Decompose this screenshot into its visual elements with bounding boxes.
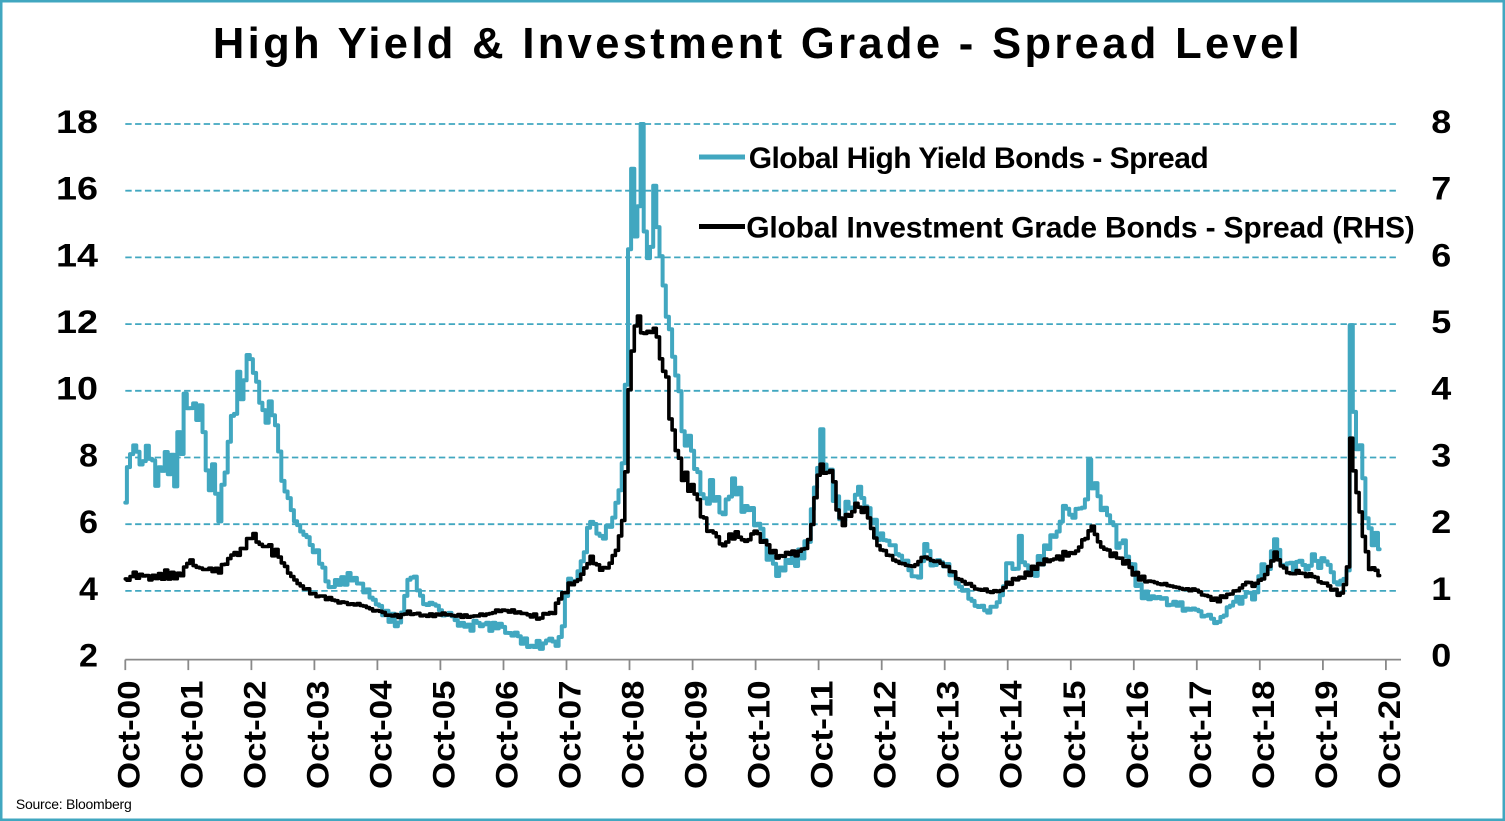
svg-text:High Yield & Investment Grade: High Yield & Investment Grade - Spread L…: [213, 20, 1303, 68]
svg-text:Oct-08: Oct-08: [615, 681, 651, 790]
svg-text:Oct-00: Oct-00: [110, 681, 146, 790]
svg-text:Oct-10: Oct-10: [741, 681, 777, 790]
svg-text:Oct-16: Oct-16: [1119, 681, 1155, 790]
svg-text:8: 8: [1431, 104, 1451, 140]
svg-text:Oct-01: Oct-01: [173, 681, 209, 790]
svg-text:Oct-02: Oct-02: [236, 681, 272, 790]
svg-text:Oct-07: Oct-07: [552, 681, 588, 790]
svg-text:14: 14: [56, 237, 98, 273]
svg-text:1: 1: [1431, 571, 1451, 607]
svg-text:Oct-19: Oct-19: [1308, 681, 1344, 790]
svg-text:Oct-09: Oct-09: [678, 681, 714, 790]
svg-text:Oct-11: Oct-11: [804, 681, 840, 790]
svg-text:Oct-04: Oct-04: [362, 680, 398, 789]
svg-text:Oct-13: Oct-13: [930, 681, 966, 790]
svg-text:6: 6: [79, 504, 98, 540]
svg-text:5: 5: [1431, 304, 1451, 340]
svg-text:0: 0: [1431, 638, 1451, 674]
svg-text:Oct-05: Oct-05: [425, 681, 461, 790]
svg-text:2: 2: [79, 638, 98, 674]
svg-text:12: 12: [56, 304, 98, 340]
svg-text:6: 6: [1431, 237, 1451, 273]
svg-text:Oct-20: Oct-20: [1371, 681, 1407, 790]
svg-text:Source: Bloomberg: Source: Bloomberg: [16, 796, 132, 812]
svg-text:Global High Yield Bonds - Spre: Global High Yield Bonds - Spread: [749, 142, 1208, 175]
svg-text:2: 2: [1431, 504, 1451, 540]
svg-text:8: 8: [79, 437, 98, 473]
svg-text:7: 7: [1431, 171, 1451, 207]
svg-text:Oct-12: Oct-12: [867, 681, 903, 790]
svg-text:Oct-18: Oct-18: [1245, 681, 1281, 790]
svg-text:3: 3: [1431, 437, 1451, 473]
svg-text:Oct-06: Oct-06: [489, 681, 525, 790]
svg-text:16: 16: [56, 171, 98, 207]
svg-text:18: 18: [56, 104, 98, 140]
svg-text:Oct-14: Oct-14: [993, 680, 1029, 789]
svg-text:4: 4: [1431, 371, 1451, 407]
svg-text:Oct-03: Oct-03: [299, 681, 335, 790]
svg-text:Global Investment Grade Bonds: Global Investment Grade Bonds - Spread (…: [746, 212, 1414, 245]
svg-text:Oct-17: Oct-17: [1182, 681, 1218, 790]
svg-text:10: 10: [56, 371, 98, 407]
svg-text:Oct-15: Oct-15: [1056, 681, 1092, 790]
svg-text:4: 4: [79, 571, 98, 607]
